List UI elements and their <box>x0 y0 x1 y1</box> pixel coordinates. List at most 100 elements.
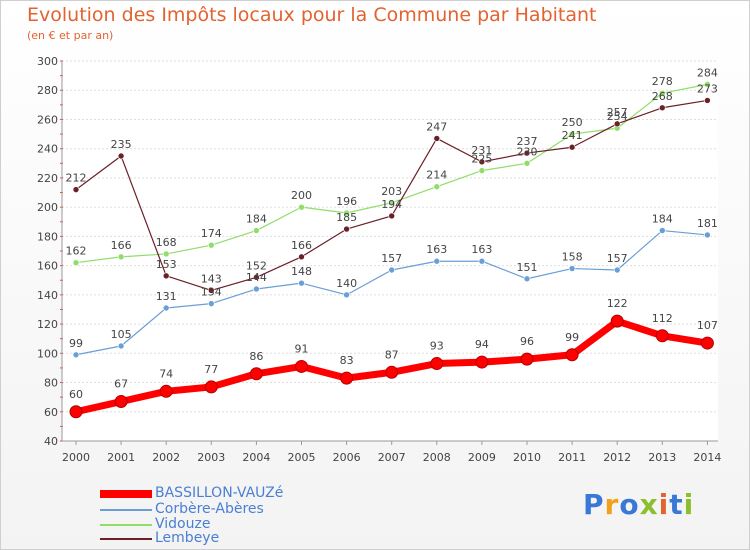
legend-label-lembeye: Lembeye <box>155 530 220 546</box>
data-label-vidouze: 225 <box>471 153 492 166</box>
data-label-corbere-aberes: 163 <box>426 243 447 256</box>
data-point-lembeye <box>298 253 305 261</box>
y-tick-label: 40 <box>44 435 58 448</box>
data-point-bassillon-vauze <box>700 336 714 350</box>
data-label-bassillon-vauze: 96 <box>520 335 534 348</box>
data-point-vidouze <box>117 253 125 261</box>
y-tick-label: 120 <box>37 318 58 331</box>
data-label-bassillon-vauze: 91 <box>295 342 309 355</box>
data-label-lembeye: 185 <box>336 211 357 224</box>
data-point-bassillon-vauze <box>520 352 534 366</box>
data-label-lembeye: 268 <box>652 90 673 103</box>
data-label-corbere-aberes: 99 <box>69 337 83 350</box>
data-label-corbere-aberes: 140 <box>336 277 357 290</box>
x-tick-label: 2003 <box>197 451 225 464</box>
y-tick-label: 160 <box>37 260 58 273</box>
logo-letter: i <box>683 488 695 521</box>
x-tick-label: 2004 <box>242 451 270 464</box>
data-label-lembeye: 273 <box>697 82 718 95</box>
data-label-vidouze: 174 <box>201 227 222 240</box>
data-label-corbere-aberes: 144 <box>246 271 267 284</box>
x-tick-label: 2008 <box>423 451 451 464</box>
y-tick-label: 260 <box>37 113 58 126</box>
data-label-bassillon-vauze: 77 <box>204 363 218 376</box>
data-point-corbere-aberes <box>298 279 305 287</box>
data-point-corbere-aberes <box>704 231 711 239</box>
data-label-vidouze: 196 <box>336 195 357 208</box>
legend-label-corbere-aberes: Corbère-Abères <box>155 501 264 517</box>
x-tick-label: 2005 <box>288 451 316 464</box>
data-label-lembeye: 194 <box>381 198 402 211</box>
data-point-corbere-aberes <box>208 300 215 307</box>
legend-swatch-corbere-aberes <box>100 509 152 511</box>
data-point-bassillon-vauze <box>114 395 128 409</box>
data-point-lembeye <box>343 225 350 233</box>
y-tick-label: 200 <box>37 201 58 214</box>
data-point-lembeye <box>658 104 666 112</box>
x-tick-label: 2007 <box>378 451 406 464</box>
y-tick-label: 220 <box>37 172 58 185</box>
data-point-vidouze <box>298 203 305 211</box>
data-label-vidouze: 254 <box>607 110 628 123</box>
data-point-vidouze <box>523 160 531 167</box>
data-label-vidouze: 278 <box>652 75 673 88</box>
y-tick-label: 80 <box>44 377 58 390</box>
data-label-bassillon-vauze: 112 <box>652 312 673 325</box>
data-point-corbere-aberes <box>388 266 396 274</box>
data-point-vidouze <box>253 227 260 234</box>
x-tick-label: 2002 <box>152 451 180 464</box>
data-label-vidouze: 200 <box>291 189 312 202</box>
x-tick-label: 2013 <box>648 451 676 464</box>
legend-label-vidouze: Vidouze <box>155 516 211 532</box>
data-label-vidouze: 184 <box>246 213 267 226</box>
data-label-bassillon-vauze: 83 <box>340 354 354 367</box>
data-label-vidouze: 168 <box>156 236 177 249</box>
data-point-bassillon-vauze <box>430 357 444 371</box>
data-point-vidouze <box>568 130 576 138</box>
data-point-vidouze <box>208 241 215 249</box>
data-label-lembeye: 143 <box>201 272 222 285</box>
data-label-corbere-aberes: 184 <box>652 213 673 226</box>
data-point-vidouze <box>343 209 350 217</box>
data-point-corbere-aberes <box>253 285 260 293</box>
data-label-bassillon-vauze: 86 <box>249 350 263 363</box>
logo-letter: P <box>583 488 605 521</box>
x-tick-label: 2014 <box>693 451 721 464</box>
y-tick-label: 140 <box>37 289 58 302</box>
legend-swatch-bassillon-vauze <box>100 490 152 498</box>
data-point-bassillon-vauze <box>295 359 308 373</box>
data-label-lembeye: 212 <box>66 172 87 185</box>
data-point-bassillon-vauze <box>610 314 624 328</box>
logo-letter: x <box>639 488 659 521</box>
data-label-vidouze: 214 <box>426 169 447 182</box>
data-point-lembeye <box>162 272 170 280</box>
data-label-bassillon-vauze: 74 <box>159 367 173 380</box>
data-point-corbere-aberes <box>117 342 125 350</box>
data-label-vidouze: 203 <box>381 185 402 198</box>
data-label-lembeye: 235 <box>111 138 132 151</box>
data-point-lembeye <box>388 212 396 220</box>
data-point-corbere-aberes <box>658 227 666 234</box>
data-point-lembeye <box>433 135 441 142</box>
data-point-corbere-aberes <box>72 351 80 359</box>
data-label-lembeye: 152 <box>246 259 267 272</box>
y-tick-label: 100 <box>37 347 58 360</box>
data-point-lembeye <box>253 274 260 281</box>
data-label-bassillon-vauze: 67 <box>114 378 128 391</box>
data-point-lembeye <box>613 120 621 128</box>
data-label-lembeye: 241 <box>562 129 583 142</box>
data-point-corbere-aberes <box>162 304 170 312</box>
data-point-bassillon-vauze <box>204 380 218 394</box>
data-label-lembeye: 153 <box>156 258 177 271</box>
data-point-corbere-aberes <box>568 265 576 272</box>
y-tick-label: 180 <box>37 230 58 243</box>
data-point-vidouze <box>704 81 711 88</box>
logo-letter: t <box>669 488 684 521</box>
y-tick-label: 280 <box>37 84 58 97</box>
data-label-vidouze: 250 <box>562 116 583 129</box>
data-point-corbere-aberes <box>343 291 350 299</box>
data-label-corbere-aberes: 163 <box>471 243 492 256</box>
data-point-lembeye <box>208 287 215 294</box>
data-point-lembeye <box>523 149 531 157</box>
data-label-corbere-aberes: 148 <box>291 265 312 278</box>
